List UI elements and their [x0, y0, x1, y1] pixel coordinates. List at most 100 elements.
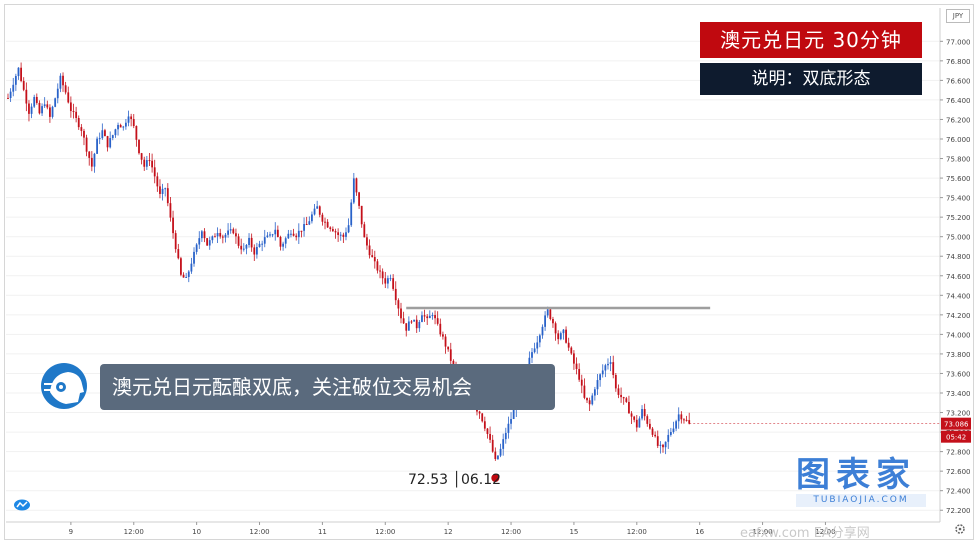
candle-body [90, 157, 93, 167]
candle-body [274, 229, 277, 235]
candle-body [258, 243, 261, 247]
x-axis[interactable]: 9 12:00 10 12:00 11 12:00 12 12:00 15 12:00 16 12:0… [6, 521, 965, 536]
low-point-date: 06.12 [460, 472, 502, 488]
candle-body [324, 221, 326, 223]
tradingview-logo-icon[interactable] [13, 497, 31, 511]
candle-body [410, 321, 413, 323]
candle-body [132, 119, 135, 127]
candle-body [612, 362, 615, 376]
candle-body [499, 448, 502, 456]
candle-body [206, 238, 209, 246]
candle-body [358, 192, 360, 206]
candle-body [119, 124, 122, 128]
candle-body [20, 67, 22, 81]
candle-body [405, 323, 408, 331]
candle-body [216, 233, 219, 237]
logo-main-text: 图表家 [796, 455, 916, 495]
x-tick-label: 15 [569, 528, 578, 536]
y-tick-label: 75.200 [946, 214, 971, 222]
candle-body [366, 237, 368, 246]
candle-body [211, 236, 214, 241]
chart-banner: 澳元兑日元酝酿双底，关注破位交易机会 [100, 364, 555, 410]
y-tick-label: 72.800 [946, 449, 971, 457]
candle-body [672, 428, 675, 432]
x-tick-label: 16 [695, 528, 704, 536]
candle-body [46, 104, 49, 108]
y-tick-label: 72.600 [946, 468, 971, 476]
candle-body [573, 353, 575, 364]
candle-body [512, 409, 515, 420]
candle-body [586, 397, 588, 401]
candle-body [667, 434, 670, 442]
candle-body [544, 315, 546, 327]
candle-body [528, 357, 531, 366]
candle-body [114, 129, 117, 136]
candle-body [177, 249, 180, 259]
candle-body [431, 315, 434, 317]
candle-body [541, 326, 544, 336]
candle-body [371, 255, 374, 258]
x-tick-label: 12:00 [375, 528, 395, 536]
y-tick-label: 75.400 [946, 195, 971, 203]
candle-body [510, 419, 512, 424]
candle-body [418, 321, 421, 329]
candle-body [17, 67, 20, 77]
candle-body [161, 188, 164, 194]
candle-body [276, 229, 279, 237]
candle-body [583, 385, 586, 398]
candle-body [549, 309, 552, 320]
candle-body [224, 234, 227, 238]
candle-body [643, 409, 646, 417]
candle-body [494, 451, 497, 459]
candle-body [164, 188, 167, 190]
candle-body [659, 444, 662, 446]
candle-body [352, 178, 355, 203]
candle-body [305, 224, 308, 226]
candle-body [62, 75, 64, 86]
candle-body [486, 428, 489, 434]
candle-body [421, 315, 423, 322]
candle-body [130, 116, 133, 120]
candle-body [415, 319, 418, 329]
x-tick-label: 12:00 [627, 528, 647, 536]
candle-body [51, 106, 54, 117]
y-tick-label: 72.200 [946, 507, 971, 515]
candle-body [533, 348, 536, 353]
candle-body [536, 342, 539, 349]
candle-body [195, 244, 198, 252]
candle-body [169, 203, 172, 218]
candle-body [156, 176, 159, 187]
x-tick-label: 11 [318, 528, 327, 536]
candle-body [80, 127, 83, 131]
candle-body [30, 106, 33, 114]
candle-body [232, 229, 235, 234]
y-tick-label: 74.200 [946, 312, 971, 320]
candle-body [250, 237, 253, 248]
x-tick-label: 9 [69, 528, 73, 536]
y-axis[interactable]: 77.000 76.800 76.600 76.400 76.200 76.000 75.8… [939, 8, 971, 522]
candle-body [190, 263, 193, 272]
x-tick-label: 12 [444, 528, 453, 536]
candle-body [85, 137, 88, 152]
candle-body [552, 319, 554, 324]
candle-body [59, 75, 62, 89]
candle-body [28, 103, 30, 114]
candle-body [449, 349, 452, 361]
x-tick-label: 12:00 [124, 528, 144, 536]
candle-body [360, 205, 363, 225]
candle-body [381, 271, 384, 279]
gear-icon[interactable] [955, 524, 965, 534]
last-price-value: 73.086 [944, 421, 969, 429]
candle-body [436, 318, 439, 324]
candle-body [400, 308, 402, 319]
candle-body [143, 159, 146, 167]
candle-body [580, 379, 583, 386]
candle-body [507, 423, 510, 433]
candle-body [481, 413, 484, 422]
candle-body [337, 232, 340, 235]
candle-body [145, 160, 148, 167]
candle-body [35, 96, 38, 103]
candle-body [664, 441, 667, 448]
y-tick-label: 76.000 [946, 136, 971, 144]
